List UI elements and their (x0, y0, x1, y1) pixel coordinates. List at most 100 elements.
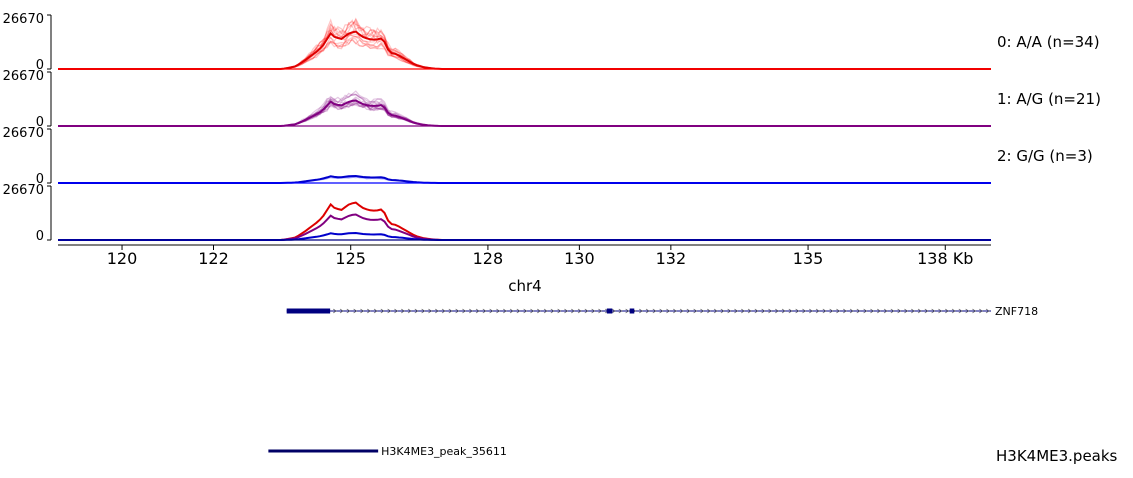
peak-name: H3K4ME3_peak_35611 (381, 445, 507, 458)
strand-arrow (877, 308, 881, 314)
replicate-line (58, 33, 991, 70)
strand-arrow (931, 308, 936, 314)
replicate-line (58, 104, 991, 127)
strand-arrow (448, 308, 453, 314)
strand-arrow (951, 308, 956, 314)
x-tick-label: 135 (793, 249, 824, 268)
strand-arrow (387, 308, 392, 314)
overlay-line (58, 201, 991, 241)
strand-arrow (659, 308, 664, 314)
strand-arrow (645, 308, 650, 314)
gene-name: ZNF718 (995, 305, 1038, 318)
x-tick-label: 130 (564, 249, 595, 268)
y-tick-label-max: 26670 (3, 126, 44, 141)
strand-arrow (373, 308, 378, 314)
x-tick-label: 120 (107, 249, 138, 268)
strand-arrow (822, 308, 827, 314)
strand-arrow (435, 308, 439, 314)
strand-arrow (802, 308, 807, 314)
strand-arrow (360, 308, 365, 314)
strand-arrow (856, 308, 861, 314)
strand-arrow (870, 308, 875, 314)
strand-arrow (550, 308, 555, 314)
strand-arrow (768, 308, 773, 314)
strand-arrow (503, 308, 507, 314)
strand-arrow (815, 308, 820, 314)
strand-arrow (557, 308, 562, 314)
strand-arrow (346, 308, 351, 314)
replicate-line (58, 102, 991, 127)
x-tick-label: 122 (198, 249, 229, 268)
replicate-line (58, 97, 991, 127)
strand-arrow (530, 308, 535, 314)
panel-label: 0: A/A (n=34) (997, 33, 1100, 51)
strand-arrow (516, 308, 521, 314)
y-tick-label-min: 0 (36, 115, 44, 130)
strand-arrow (353, 308, 358, 314)
peak-track: H3K4ME3_peak_35611 (268, 445, 507, 458)
x-axis-label: chr4 (508, 277, 541, 295)
strand-arrow (924, 308, 929, 314)
replicate-line (58, 26, 991, 70)
mean-line (58, 30, 991, 70)
strand-arrow (754, 308, 759, 314)
replicate-line (58, 98, 991, 127)
strand-arrow (849, 308, 854, 314)
replicate-line (58, 94, 991, 127)
strand-arrow (414, 308, 419, 314)
strand-arrow (482, 308, 487, 314)
strand-arrow (788, 308, 793, 314)
strand-arrow (611, 308, 616, 314)
strand-arrow (904, 308, 909, 314)
x-tick-label: 128 (473, 249, 504, 268)
x-tick-label: 132 (656, 249, 687, 268)
replicate-line (58, 100, 991, 127)
y-tick-label-max: 26670 (3, 183, 44, 198)
replicate-line (58, 39, 991, 70)
strand-arrow (781, 308, 786, 314)
strand-arrow (741, 308, 745, 314)
replicate-line (58, 174, 991, 184)
strand-arrow (917, 308, 922, 314)
strand-arrow (911, 308, 915, 314)
replicate-line (58, 21, 991, 70)
strand-arrow (339, 308, 344, 314)
strand-arrow (985, 308, 990, 314)
strand-arrow (713, 308, 718, 314)
strand-arrow (700, 308, 705, 314)
overlay-line (58, 213, 991, 241)
strand-arrow (720, 308, 725, 314)
strand-arrow (639, 308, 643, 314)
gene-exon (286, 308, 331, 314)
strand-arrow (795, 308, 800, 314)
replicate-line (58, 100, 991, 127)
peak-track-name: H3K4ME3.peaks (996, 447, 1118, 465)
replicate-line (58, 36, 991, 70)
replicate-line (58, 99, 991, 127)
strand-arrow (489, 308, 494, 314)
panel-label: 2: G/G (n=3) (997, 147, 1093, 165)
strand-arrow (829, 308, 834, 314)
replicate-line (58, 20, 991, 70)
mean-line (58, 99, 991, 127)
panel-2: 26670 0 2: G/G (n=3) (3, 126, 1093, 187)
y-tick-label-max: 26670 (3, 69, 44, 84)
strand-arrow (707, 308, 711, 314)
strand-arrow (686, 308, 691, 314)
strand-arrow (965, 308, 970, 314)
strand-arrow (761, 308, 766, 314)
strand-arrow (775, 308, 779, 314)
y-tick-label-max: 26670 (3, 12, 44, 27)
strand-arrow (625, 308, 630, 314)
strand-arrow (673, 308, 677, 314)
panel-1: 26670 0 1: A/G (n=21) (3, 69, 1101, 130)
strand-arrow (564, 308, 569, 314)
strand-arrow (462, 308, 467, 314)
replicate-line (58, 18, 991, 70)
strand-arrow (727, 308, 732, 314)
strand-arrow (380, 308, 385, 314)
replicate-line (58, 21, 991, 70)
strand-arrow (843, 308, 847, 314)
replicate-line (58, 29, 991, 70)
